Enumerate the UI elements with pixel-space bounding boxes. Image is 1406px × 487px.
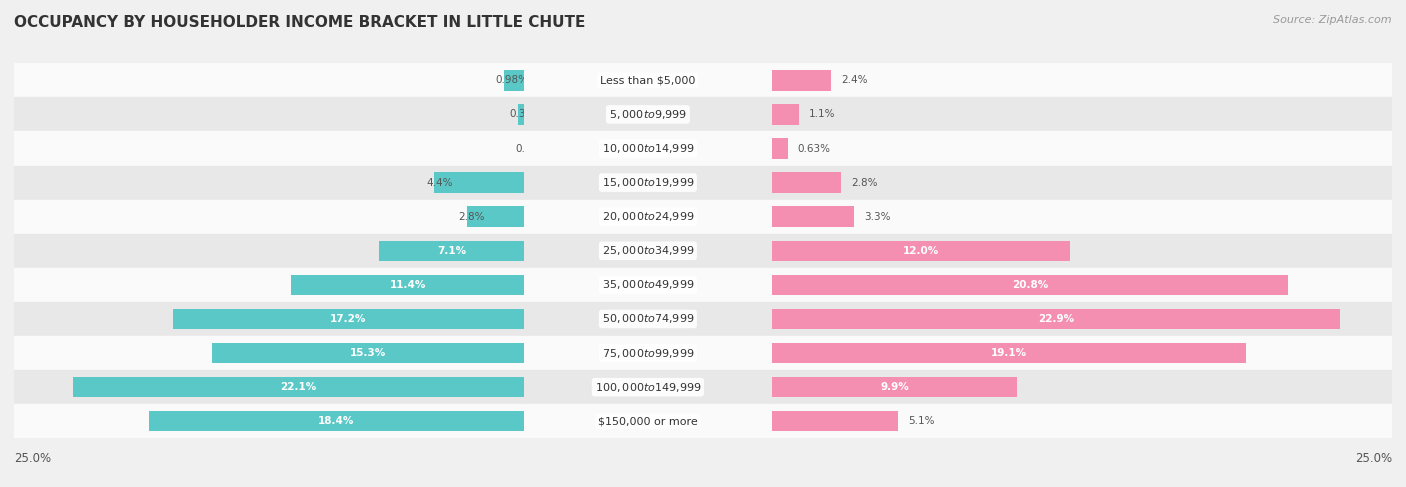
- Bar: [524, 131, 772, 166]
- Text: $10,000 to $14,999: $10,000 to $14,999: [602, 142, 695, 155]
- Bar: [434, 172, 524, 193]
- Bar: [380, 241, 524, 261]
- Bar: [524, 336, 772, 370]
- Bar: [73, 377, 524, 397]
- Bar: [772, 336, 1392, 370]
- Bar: [149, 411, 524, 431]
- Bar: [524, 200, 772, 234]
- Bar: [772, 172, 841, 193]
- Text: 7.1%: 7.1%: [437, 246, 465, 256]
- Text: $50,000 to $74,999: $50,000 to $74,999: [602, 313, 695, 325]
- Text: 22.1%: 22.1%: [280, 382, 316, 392]
- Bar: [524, 404, 772, 438]
- Bar: [772, 104, 799, 125]
- Bar: [772, 97, 1392, 131]
- Bar: [772, 234, 1392, 268]
- Text: $150,000 or more: $150,000 or more: [598, 416, 697, 426]
- Bar: [14, 404, 524, 438]
- Bar: [772, 131, 1392, 166]
- Bar: [772, 241, 1070, 261]
- Bar: [14, 370, 524, 404]
- Text: 22.9%: 22.9%: [1038, 314, 1074, 324]
- Bar: [772, 404, 1392, 438]
- Bar: [772, 63, 1392, 97]
- Bar: [772, 411, 898, 431]
- Bar: [291, 275, 524, 295]
- Bar: [212, 343, 524, 363]
- Bar: [772, 377, 1018, 397]
- Text: 2.8%: 2.8%: [458, 212, 485, 222]
- Bar: [517, 104, 524, 125]
- Text: Source: ZipAtlas.com: Source: ZipAtlas.com: [1274, 15, 1392, 25]
- Text: 0.0%: 0.0%: [516, 144, 541, 153]
- Text: $100,000 to $149,999: $100,000 to $149,999: [595, 381, 702, 393]
- Text: 11.4%: 11.4%: [389, 280, 426, 290]
- Text: Less than $5,000: Less than $5,000: [600, 75, 696, 85]
- Bar: [14, 166, 524, 200]
- Bar: [503, 70, 524, 91]
- Bar: [772, 166, 1392, 200]
- Text: $25,000 to $34,999: $25,000 to $34,999: [602, 244, 695, 257]
- Text: $35,000 to $49,999: $35,000 to $49,999: [602, 279, 695, 291]
- Text: 2.8%: 2.8%: [851, 178, 877, 187]
- Text: 19.1%: 19.1%: [991, 348, 1026, 358]
- Text: $5,000 to $9,999: $5,000 to $9,999: [609, 108, 688, 121]
- Text: $20,000 to $24,999: $20,000 to $24,999: [602, 210, 695, 223]
- Text: $15,000 to $19,999: $15,000 to $19,999: [602, 176, 695, 189]
- Bar: [524, 268, 772, 302]
- Bar: [14, 131, 524, 166]
- Text: 5.1%: 5.1%: [908, 416, 935, 426]
- Text: 20.8%: 20.8%: [1012, 280, 1047, 290]
- Bar: [772, 343, 1246, 363]
- Text: 15.3%: 15.3%: [350, 348, 387, 358]
- Bar: [467, 206, 524, 227]
- Bar: [14, 97, 524, 131]
- Bar: [173, 309, 524, 329]
- Text: $75,000 to $99,999: $75,000 to $99,999: [602, 347, 695, 359]
- Text: 9.9%: 9.9%: [880, 382, 910, 392]
- Text: 25.0%: 25.0%: [1355, 452, 1392, 465]
- Bar: [524, 302, 772, 336]
- Bar: [14, 200, 524, 234]
- Bar: [524, 370, 772, 404]
- Bar: [14, 302, 524, 336]
- Bar: [772, 309, 1340, 329]
- Bar: [14, 234, 524, 268]
- Bar: [14, 63, 524, 97]
- Bar: [14, 268, 524, 302]
- Bar: [772, 138, 787, 159]
- Text: OCCUPANCY BY HOUSEHOLDER INCOME BRACKET IN LITTLE CHUTE: OCCUPANCY BY HOUSEHOLDER INCOME BRACKET …: [14, 15, 585, 30]
- Text: 0.31%: 0.31%: [509, 110, 543, 119]
- Bar: [772, 70, 831, 91]
- Text: 12.0%: 12.0%: [903, 246, 939, 256]
- Text: 25.0%: 25.0%: [14, 452, 51, 465]
- Text: 0.63%: 0.63%: [797, 144, 831, 153]
- Bar: [524, 234, 772, 268]
- Text: 18.4%: 18.4%: [318, 416, 354, 426]
- Bar: [14, 336, 524, 370]
- Bar: [524, 97, 772, 131]
- Text: 1.1%: 1.1%: [808, 110, 835, 119]
- Bar: [524, 63, 772, 97]
- Bar: [772, 275, 1288, 295]
- Bar: [772, 268, 1392, 302]
- Bar: [772, 206, 853, 227]
- Text: 2.4%: 2.4%: [841, 75, 868, 85]
- Bar: [772, 302, 1392, 336]
- Bar: [772, 370, 1392, 404]
- Bar: [772, 200, 1392, 234]
- Text: 3.3%: 3.3%: [863, 212, 890, 222]
- Text: 17.2%: 17.2%: [330, 314, 367, 324]
- Text: 0.98%: 0.98%: [496, 75, 529, 85]
- Text: 4.4%: 4.4%: [426, 178, 453, 187]
- Bar: [524, 166, 772, 200]
